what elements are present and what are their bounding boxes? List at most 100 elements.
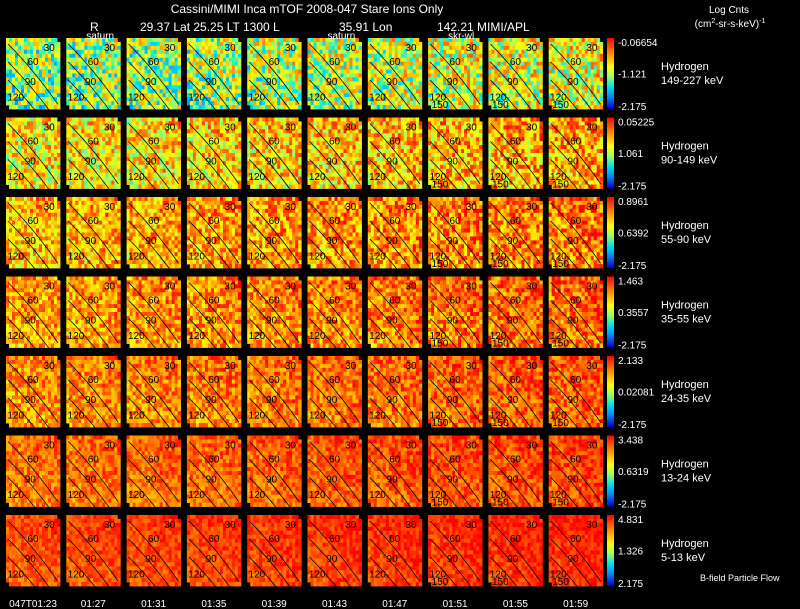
contour-label: 30 xyxy=(466,520,478,531)
contour-label: 30 xyxy=(225,43,237,54)
time-label: 01:55 xyxy=(503,599,528,609)
color-bar xyxy=(607,277,614,348)
contour-label: 30 xyxy=(285,440,297,451)
contour-label: 60 xyxy=(329,57,341,68)
contour-label: 60 xyxy=(450,57,462,68)
contour-label: 60 xyxy=(88,137,100,148)
scale-max-label: 2.133 xyxy=(618,356,643,367)
contour-label: 90 xyxy=(326,474,338,485)
color-bar xyxy=(607,436,614,507)
contour-label: 60 xyxy=(570,455,582,466)
scale-mid-label: 0.02081 xyxy=(618,388,655,399)
time-label: 047T01:23 xyxy=(9,599,57,609)
contour-label: 120 xyxy=(309,172,326,183)
contour-label: 90 xyxy=(266,156,278,167)
contour-label: 30 xyxy=(345,361,357,372)
contour-label: 60 xyxy=(570,375,582,386)
contour-label: 30 xyxy=(285,281,297,292)
contour-label: 120 xyxy=(188,411,205,422)
position-readout: 29.37 Lat 25.25 LT 1300 L xyxy=(140,20,280,34)
contour-label: 90 xyxy=(507,395,519,406)
contour-label: 120 xyxy=(249,411,266,422)
contour-label: 30 xyxy=(225,122,237,133)
contour-label: 30 xyxy=(526,122,538,133)
contour-label: 60 xyxy=(27,375,39,386)
contour-label: 60 xyxy=(510,137,522,148)
contour-label: 90 xyxy=(447,236,459,247)
contour-label: 60 xyxy=(269,534,281,545)
contour-label: 120 xyxy=(68,331,85,342)
contour-label: 90 xyxy=(447,395,459,406)
contour-label: 120 xyxy=(7,331,24,342)
contour-label: 60 xyxy=(88,375,100,386)
contour-label: 30 xyxy=(164,520,176,531)
scale-mid-label: 1.326 xyxy=(618,547,643,558)
contour-label: 30 xyxy=(164,43,176,54)
contour-label: 60 xyxy=(570,57,582,68)
contour-label: 90 xyxy=(507,554,519,565)
contour-label: 120 xyxy=(249,172,266,183)
contour-label: 90 xyxy=(447,315,459,326)
contour-label: 60 xyxy=(148,296,160,307)
contour-label: 150 xyxy=(492,259,509,270)
contour-label: 90 xyxy=(25,395,37,406)
contour-label: 90 xyxy=(25,236,37,247)
time-label: 01:43 xyxy=(322,599,347,609)
scale-max-label: -0.06654 xyxy=(618,38,658,49)
color-bar xyxy=(607,356,614,427)
contour-label: 90 xyxy=(85,395,97,406)
contour-label: 30 xyxy=(586,122,598,133)
contour-label: 30 xyxy=(526,43,538,54)
contour-label: 90 xyxy=(387,395,399,406)
contour-label: 60 xyxy=(389,137,401,148)
contour-label: 60 xyxy=(208,455,220,466)
species-label: Hydrogen xyxy=(661,379,709,391)
contour-label: 60 xyxy=(208,296,220,307)
contour-label: 60 xyxy=(148,375,160,386)
contour-label: 60 xyxy=(329,534,341,545)
energy-label: 90-149 keV xyxy=(661,154,718,166)
contour-label: 30 xyxy=(44,520,56,531)
contour-label: 120 xyxy=(128,570,145,581)
contour-label: 30 xyxy=(44,202,56,213)
contour-label: 90 xyxy=(567,315,579,326)
contour-label: 90 xyxy=(266,554,278,565)
contour-label: 90 xyxy=(206,315,218,326)
contour-label: 90 xyxy=(567,77,579,88)
contour-label: 120 xyxy=(188,93,205,104)
color-bar xyxy=(607,197,614,268)
contour-label: 120 xyxy=(128,331,145,342)
contour-label: 30 xyxy=(526,440,538,451)
contour-label: 30 xyxy=(466,281,478,292)
energy-label: 24-35 keV xyxy=(661,393,712,405)
contour-label: 30 xyxy=(526,281,538,292)
contour-label: 90 xyxy=(85,236,97,247)
contour-label: 60 xyxy=(450,216,462,227)
contour-label: 90 xyxy=(206,236,218,247)
contour-label: 90 xyxy=(85,474,97,485)
contour-label: 60 xyxy=(510,216,522,227)
contour-label: 90 xyxy=(507,236,519,247)
contour-label: 30 xyxy=(586,361,598,372)
contour-label: 90 xyxy=(387,474,399,485)
contour-label: 120 xyxy=(128,93,145,104)
contour-label: 60 xyxy=(510,375,522,386)
contour-label: 60 xyxy=(88,296,100,307)
contour-label: 90 xyxy=(25,77,37,88)
contour-label: 90 xyxy=(145,395,157,406)
mimi-inca-chart: Cassini/MIMI Inca mTOF 2008-047 Stare Io… xyxy=(0,0,800,609)
contour-label: 30 xyxy=(345,440,357,451)
species-label: Hydrogen xyxy=(661,140,709,152)
contour-label: 30 xyxy=(345,281,357,292)
contour-label: 90 xyxy=(266,236,278,247)
contour-label: 30 xyxy=(586,202,598,213)
contour-label: 30 xyxy=(526,361,538,372)
energy-label: 149-227 keV xyxy=(661,75,724,87)
contour-label: 90 xyxy=(447,554,459,565)
contour-label: 120 xyxy=(249,252,266,263)
